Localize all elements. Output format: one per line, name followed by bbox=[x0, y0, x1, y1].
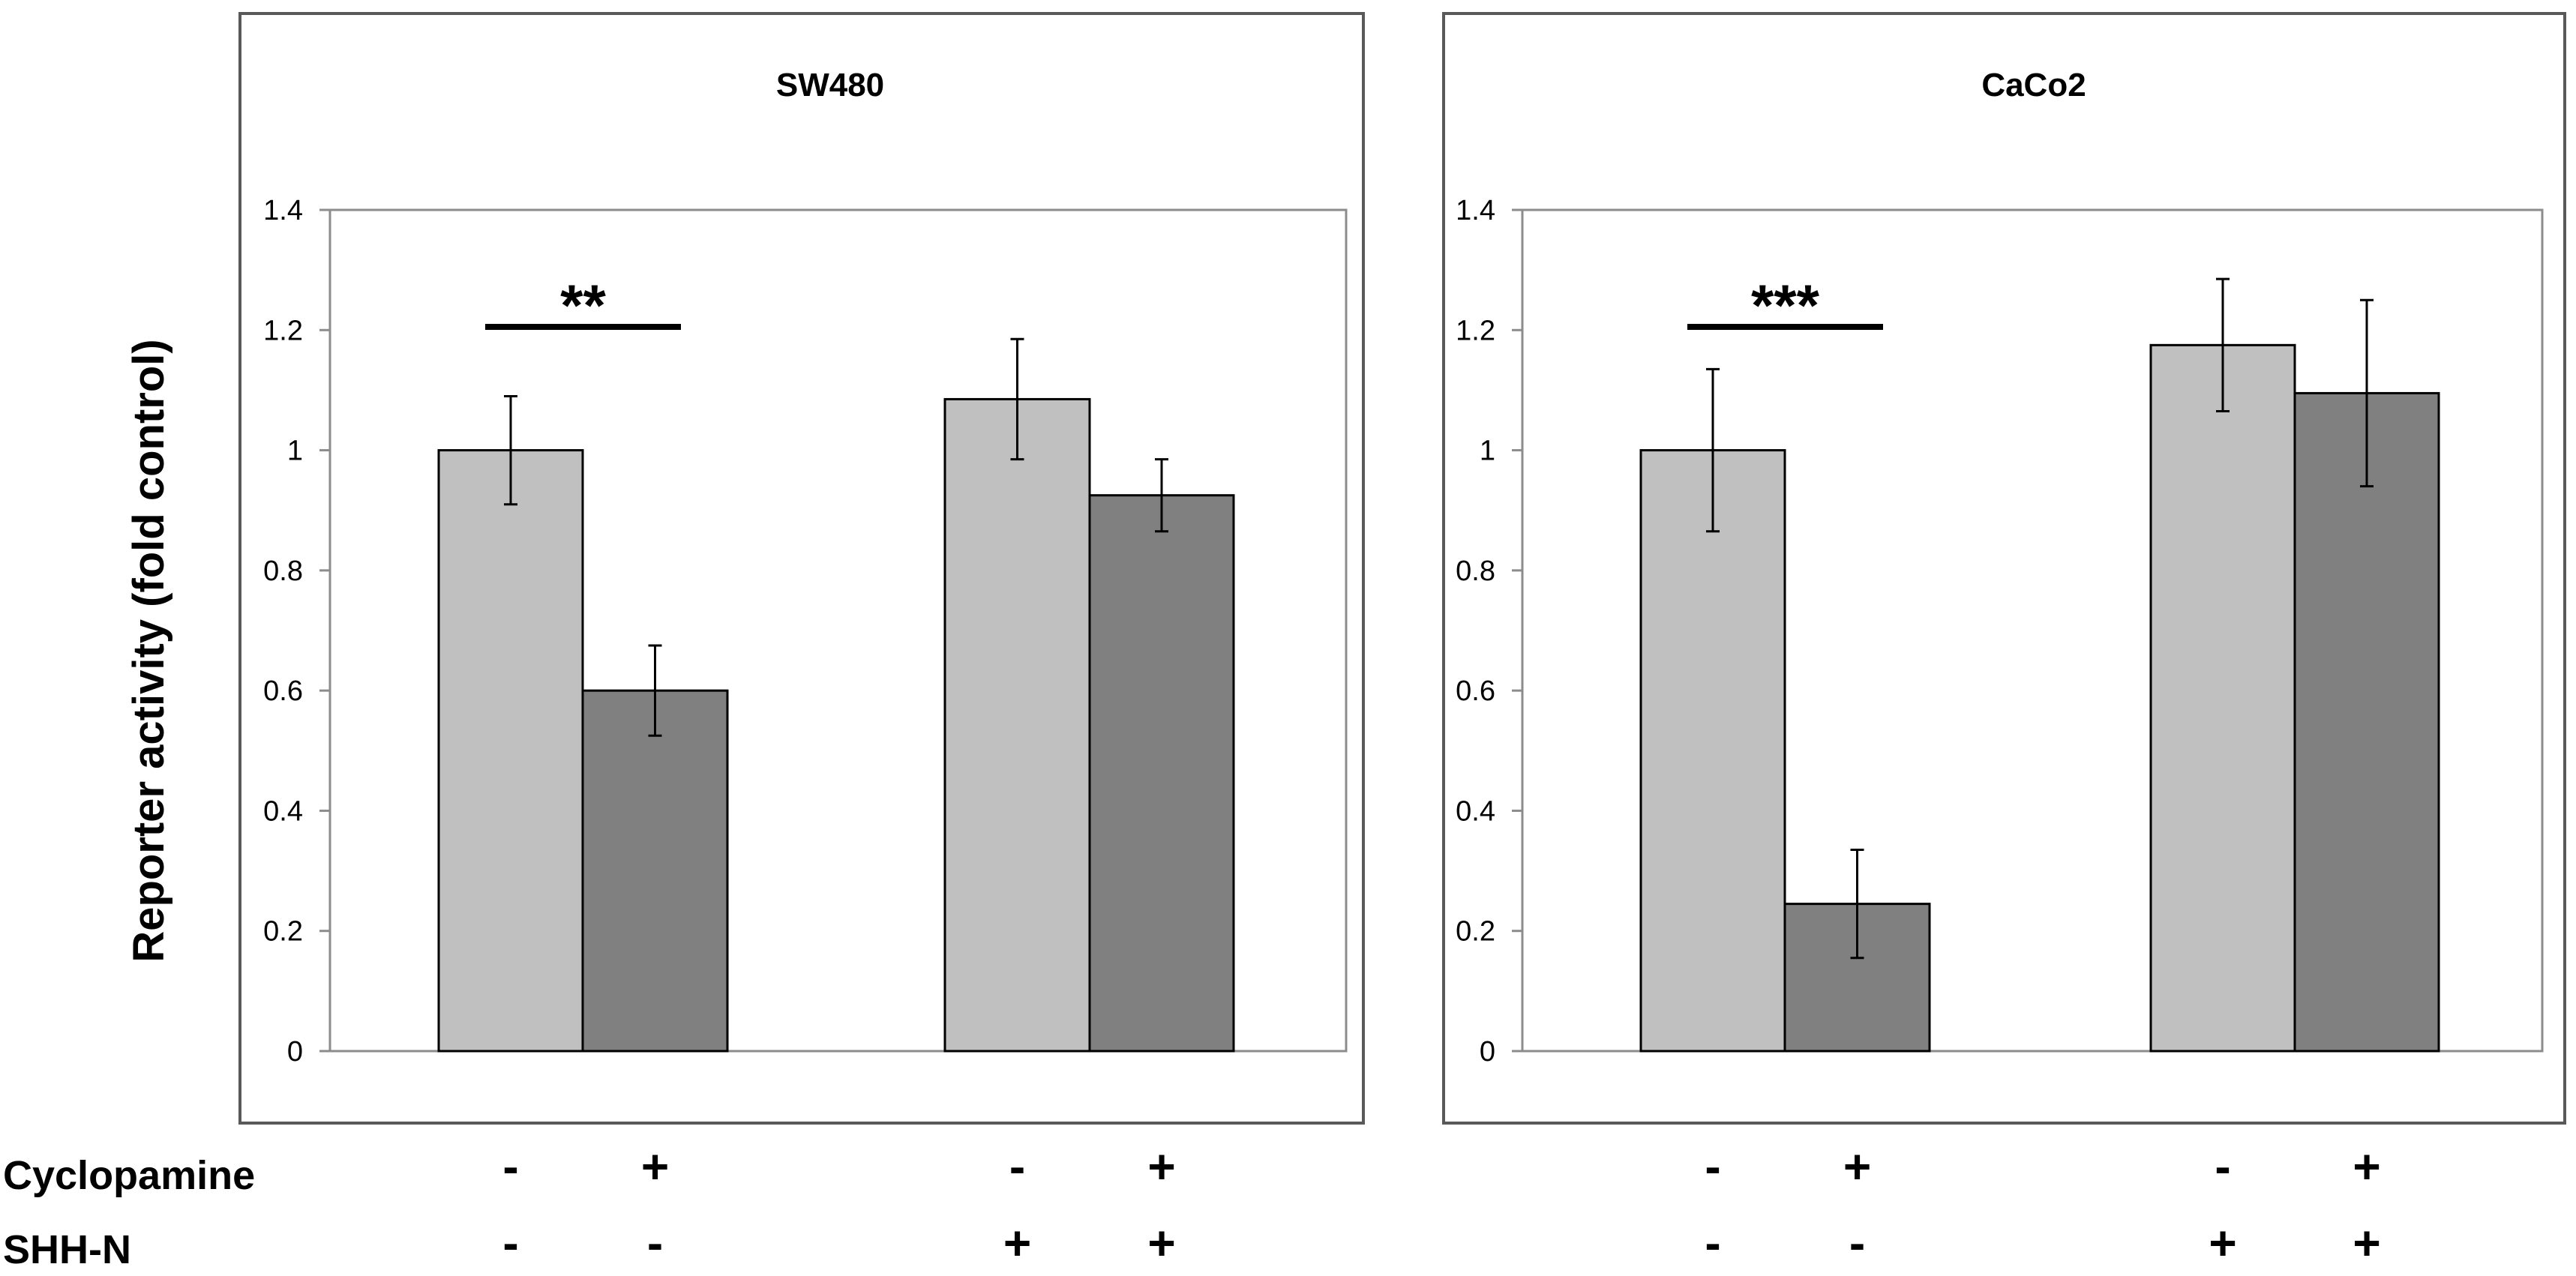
bar-sw480-g2-1 bbox=[943, 397, 1091, 1053]
panel-frame-sw480 bbox=[238, 12, 1365, 1125]
bar-caco2-g2-2 bbox=[2293, 391, 2440, 1053]
bar-sw480-g2-2 bbox=[1088, 494, 1235, 1053]
y-tick-label: 0.6 bbox=[1456, 675, 1495, 707]
condition-sign: + bbox=[2209, 1216, 2236, 1270]
plot-area-border bbox=[1521, 208, 2544, 1053]
y-axis-label: Reporter activity (fold control) bbox=[124, 339, 173, 962]
plot-area-border bbox=[328, 208, 1348, 1053]
condition-sign: - bbox=[1009, 1140, 1025, 1194]
y-tick-label: 0.6 bbox=[263, 675, 303, 707]
y-tick-label: 0 bbox=[1480, 1036, 1495, 1068]
y-tick-label: 0.8 bbox=[263, 556, 303, 587]
panel-title: SW480 bbox=[776, 67, 884, 103]
y-tick-label: 1 bbox=[1480, 436, 1495, 467]
y-tick-label: 1.2 bbox=[1456, 315, 1495, 346]
y-tick-label: 0.4 bbox=[1456, 795, 1495, 827]
condition-sign: + bbox=[1147, 1216, 1175, 1270]
y-tick-label: 1.4 bbox=[263, 195, 303, 226]
panel-frame-caco2 bbox=[1442, 12, 2566, 1125]
bar-caco2-g1-2 bbox=[1783, 903, 1931, 1053]
y-tick-label: 1 bbox=[287, 436, 303, 467]
condition-sign: - bbox=[2215, 1140, 2230, 1194]
condition-sign: + bbox=[2353, 1216, 2380, 1270]
significance-marker: ** bbox=[560, 272, 606, 338]
y-tick-label: 0 bbox=[287, 1036, 303, 1068]
bar-caco2-g1-1 bbox=[1639, 449, 1786, 1053]
y-tick-label: 1.2 bbox=[263, 315, 303, 346]
condition-sign: + bbox=[2353, 1140, 2380, 1194]
y-tick-label: 0.8 bbox=[1456, 556, 1495, 587]
condition-sign: + bbox=[1147, 1140, 1175, 1194]
bar-caco2-g2-1 bbox=[2149, 343, 2296, 1053]
significance-marker: *** bbox=[1751, 272, 1820, 338]
condition-sign: - bbox=[1849, 1216, 1865, 1270]
condition-sign: + bbox=[1843, 1140, 1871, 1194]
y-tick-label: 0.4 bbox=[263, 795, 303, 827]
condition-sign: - bbox=[647, 1216, 663, 1270]
y-tick-label: 0.2 bbox=[1456, 916, 1495, 948]
condition-sign: + bbox=[641, 1140, 669, 1194]
y-tick-label: 1.4 bbox=[1456, 195, 1495, 226]
condition-sign: + bbox=[1003, 1216, 1031, 1270]
condition-sign: - bbox=[1705, 1216, 1720, 1270]
bar-sw480-g1-2 bbox=[581, 689, 729, 1053]
panel-title: CaCo2 bbox=[1981, 67, 2086, 103]
condition-label-cyclopamine: Cyclopamine bbox=[3, 1153, 255, 1198]
condition-sign: - bbox=[502, 1140, 518, 1194]
y-tick-label: 0.2 bbox=[263, 916, 303, 948]
condition-label-shh-n: SHH-N bbox=[3, 1227, 131, 1272]
bar-sw480-g1-1 bbox=[437, 449, 584, 1053]
condition-sign: - bbox=[502, 1216, 518, 1270]
condition-sign: - bbox=[1705, 1140, 1720, 1194]
